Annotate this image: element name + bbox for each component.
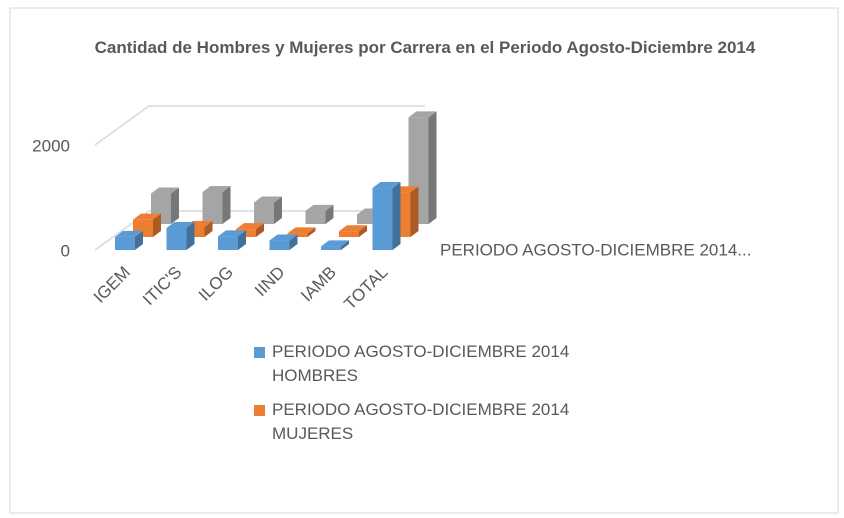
y-tick-label: 0 bbox=[61, 241, 70, 260]
bar-top bbox=[151, 187, 179, 194]
bar bbox=[372, 182, 401, 250]
legend-label: PERIODO AGOSTO-DICIEMBRE 2014 HOMBRES bbox=[272, 342, 570, 385]
bar-side bbox=[341, 240, 349, 250]
bar-side bbox=[274, 196, 282, 224]
bar-top bbox=[133, 213, 161, 220]
bar bbox=[218, 230, 246, 250]
x-tick-label: IIND bbox=[251, 263, 288, 300]
bar-front bbox=[372, 188, 393, 250]
bar bbox=[321, 240, 349, 250]
bar bbox=[115, 230, 143, 250]
legend-swatch bbox=[254, 347, 265, 358]
x-tick-label: ILOG bbox=[195, 263, 237, 305]
bar-top bbox=[236, 223, 264, 230]
bar-side bbox=[359, 225, 367, 237]
depth-axis-label: PERIODO AGOSTO-DICIEMBRE 2014... bbox=[440, 240, 751, 259]
bar-side bbox=[325, 204, 334, 224]
bar-front bbox=[218, 236, 238, 250]
bar bbox=[202, 185, 231, 224]
bar-side bbox=[222, 185, 231, 224]
bar-front bbox=[305, 210, 326, 224]
legend-swatch bbox=[254, 405, 265, 416]
bar-top bbox=[166, 221, 195, 228]
bar-side bbox=[289, 234, 298, 250]
bar bbox=[269, 234, 298, 250]
bar-top bbox=[408, 111, 437, 118]
grid-line bbox=[94, 105, 425, 146]
bar-side bbox=[428, 111, 437, 224]
bar-side bbox=[256, 223, 264, 237]
bar bbox=[254, 196, 282, 224]
x-tick-label: IAMB bbox=[297, 263, 340, 306]
bar-top bbox=[115, 230, 143, 237]
bar-side bbox=[204, 221, 213, 237]
bar-side bbox=[392, 182, 401, 250]
bar-top bbox=[372, 182, 401, 189]
y-tick-label: 2000 bbox=[32, 136, 70, 155]
bar-top bbox=[202, 185, 231, 192]
bar-side bbox=[186, 221, 195, 250]
bar-top bbox=[321, 240, 349, 247]
chart-border bbox=[9, 7, 839, 514]
bar-side bbox=[135, 230, 143, 250]
bar bbox=[339, 225, 367, 237]
bar-front bbox=[357, 214, 377, 224]
x-tick-label: IGEM bbox=[90, 263, 134, 307]
x-tick-label: ITIC'S bbox=[139, 263, 185, 309]
bar-side bbox=[171, 187, 179, 224]
bar-front bbox=[115, 236, 135, 250]
bar-side bbox=[153, 213, 161, 237]
bar-front bbox=[166, 227, 187, 250]
bar-top bbox=[287, 227, 316, 234]
bar-front bbox=[254, 202, 274, 224]
legend-label: PERIODO AGOSTO-DICIEMBRE 2014 MUJERES bbox=[272, 400, 570, 443]
bar-top bbox=[254, 196, 282, 203]
bar-top bbox=[339, 225, 367, 232]
bar-side bbox=[307, 227, 316, 237]
bar bbox=[305, 204, 334, 224]
bar-front bbox=[339, 231, 359, 237]
bar-front bbox=[202, 191, 223, 224]
x-tick-label: TOTAL bbox=[340, 263, 391, 314]
bar-front bbox=[269, 240, 290, 250]
chart-title: Cantidad de Hombres y Mujeres por Carrer… bbox=[94, 38, 756, 57]
bar-side bbox=[238, 230, 246, 250]
bar-front bbox=[321, 246, 341, 250]
bar bbox=[166, 221, 195, 250]
bar-side bbox=[410, 186, 419, 237]
bar-top bbox=[218, 230, 246, 237]
bar-top bbox=[269, 234, 298, 241]
bar-top bbox=[305, 204, 334, 211]
